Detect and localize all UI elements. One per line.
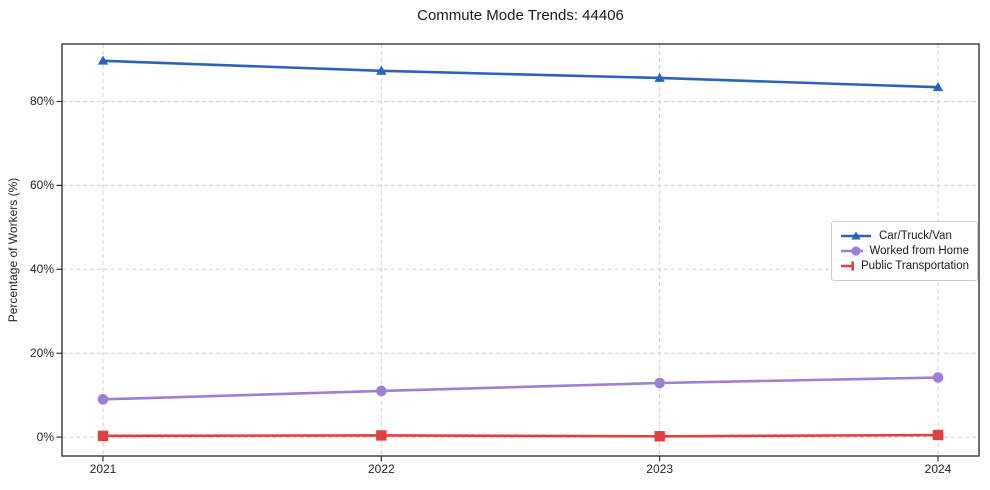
circle-marker (851, 246, 861, 256)
square-marker (851, 261, 854, 271)
triangle-marker (654, 72, 665, 82)
x-tick-label: 2023 (646, 462, 673, 476)
legend-label: Car/Truck/Van (879, 229, 952, 242)
square-marker (376, 430, 387, 441)
legend-item: Worked from Home (840, 243, 969, 258)
x-tick-label: 2022 (367, 462, 395, 476)
y-tick-label: 60% (29, 178, 54, 193)
square-marker (97, 430, 109, 442)
series-line-worked-from-home (101, 376, 940, 401)
chart-title: Commute Mode Trends: 44406 (417, 7, 624, 24)
legend-label: Public Transportation (860, 260, 969, 273)
circle-marker (97, 394, 109, 405)
series-line-car-truck-van (101, 59, 940, 89)
triangle-marker (97, 55, 109, 65)
y-tick-label: 80% (29, 94, 54, 109)
series-line-public-transportation (101, 433, 940, 438)
legend-item: Public Transportation (840, 259, 969, 274)
x-tick-label: 2021 (89, 462, 117, 476)
legend-swatch (841, 261, 854, 271)
x-tick-label: 2024 (924, 462, 952, 476)
legend-item: Car/Truck/Van (840, 228, 969, 243)
square-marker (932, 429, 944, 441)
legend: Car/Truck/Van Worked from Home Public Tran… (831, 221, 978, 281)
square-marker (654, 431, 665, 442)
legend-label: Worked from Home (869, 244, 969, 257)
y-tick-label: 40% (29, 262, 54, 277)
triangle-marker (851, 231, 861, 240)
y-tick-label: 20% (29, 346, 54, 361)
plot-border (61, 43, 980, 457)
legend-swatch (841, 246, 863, 256)
y-tick-label: 0% (36, 430, 54, 445)
circle-marker (376, 385, 387, 397)
triangle-marker (376, 65, 387, 75)
legend-swatch (841, 231, 871, 240)
circle-marker (654, 377, 665, 389)
triangle-marker (932, 82, 944, 92)
circle-marker (932, 372, 944, 383)
